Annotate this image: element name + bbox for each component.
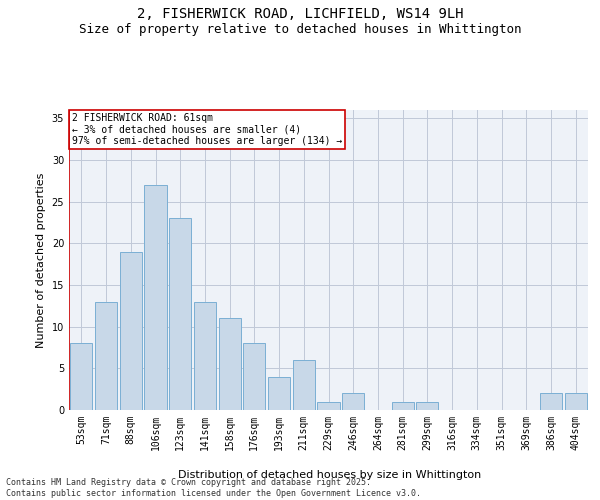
Bar [243,344,265,410]
Text: Size of property relative to detached houses in Whittington: Size of property relative to detached ho… [79,22,521,36]
Bar [416,402,439,410]
Bar [145,185,167,410]
Text: Distribution of detached houses by size in Whittington: Distribution of detached houses by size … [178,470,482,480]
Bar [95,302,117,410]
Text: 2 FISHERWICK ROAD: 61sqm
← 3% of detached houses are smaller (4)
97% of semi-det: 2 FISHERWICK ROAD: 61sqm ← 3% of detache… [71,113,342,146]
Y-axis label: Number of detached properties: Number of detached properties [36,172,46,348]
Text: Contains HM Land Registry data © Crown copyright and database right 2025.
Contai: Contains HM Land Registry data © Crown c… [6,478,421,498]
Bar [194,302,216,410]
Bar [70,344,92,410]
Bar [119,252,142,410]
Bar [169,218,191,410]
Bar [293,360,315,410]
Bar [268,376,290,410]
Text: 2, FISHERWICK ROAD, LICHFIELD, WS14 9LH: 2, FISHERWICK ROAD, LICHFIELD, WS14 9LH [137,8,463,22]
Bar [565,394,587,410]
Bar [392,402,414,410]
Bar [540,394,562,410]
Bar [218,318,241,410]
Bar [317,402,340,410]
Bar [342,394,364,410]
